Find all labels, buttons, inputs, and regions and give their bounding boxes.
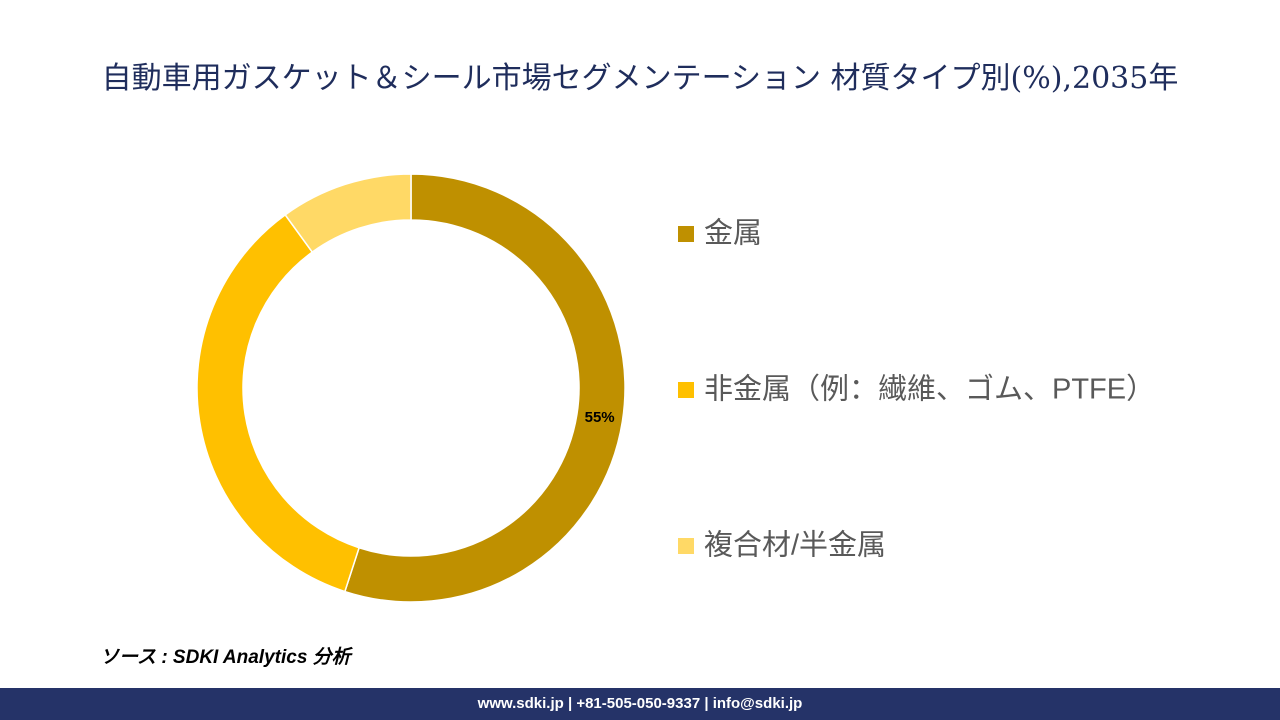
legend-label: 複合材/半金属 [704, 529, 886, 562]
chart-title: 自動車用ガスケット＆シール市場セグメンテーション 材質タイプ別(%),2035年 [102, 61, 1179, 96]
donut-segment [284, 173, 412, 254]
legend-label: 金属 [704, 217, 762, 250]
footer-text: www.sdki.jp | +81-505-050-9337 | info@sd… [477, 695, 803, 712]
legend-swatch [678, 226, 694, 242]
legend-swatch [678, 382, 694, 398]
data-label: 55% [585, 409, 615, 426]
donut-segment [343, 173, 626, 603]
legend-swatch [678, 538, 694, 554]
donut-segment [196, 213, 361, 593]
legend-label: 非金属（例：繊維、ゴム、PTFE） [704, 373, 1155, 406]
footer-bar [0, 688, 1280, 720]
source: ソース : SDKI Analytics 分析 [100, 646, 354, 668]
